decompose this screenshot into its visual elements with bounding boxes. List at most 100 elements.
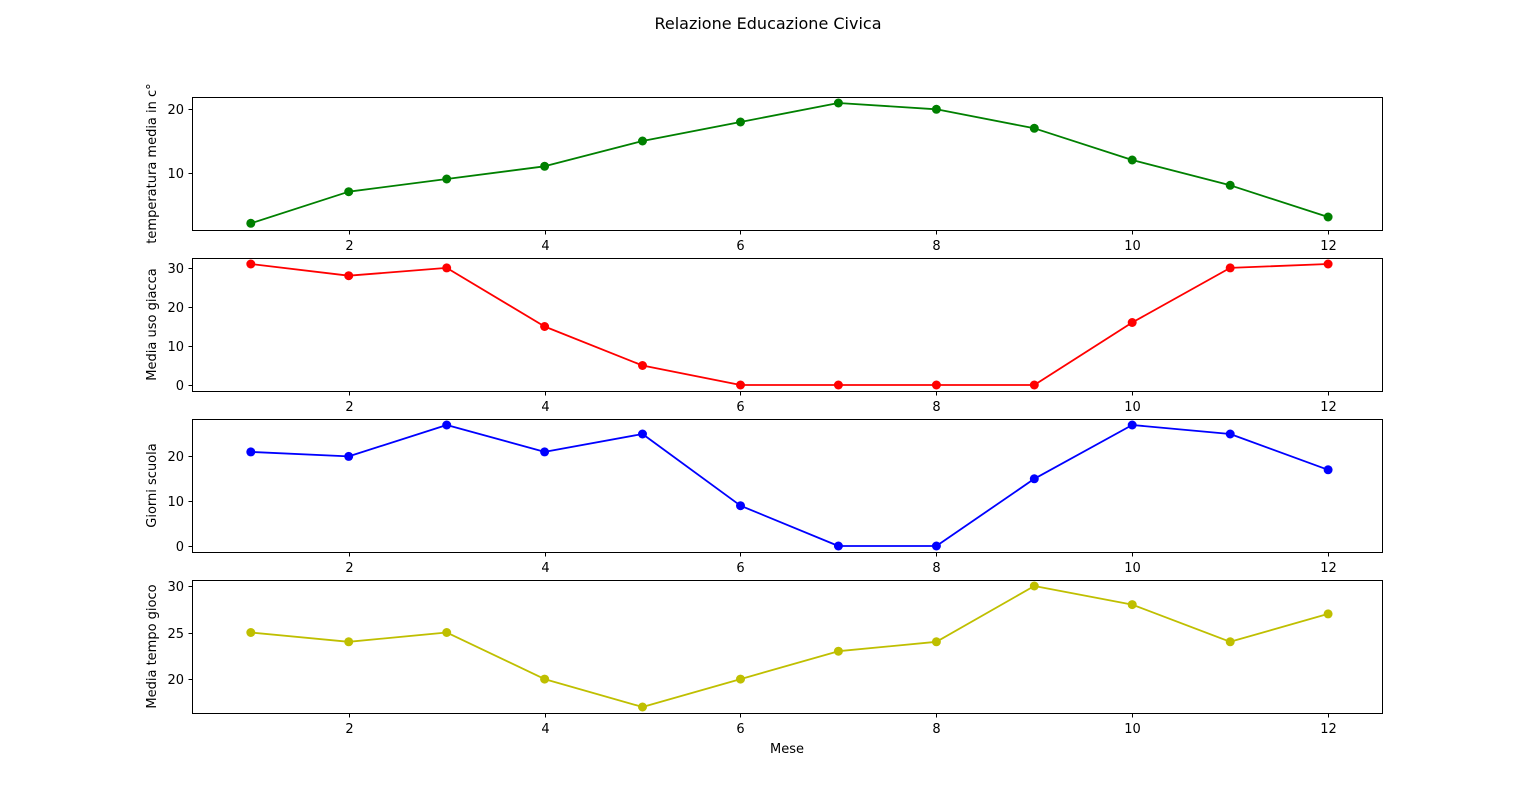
x-tick-label: 4 xyxy=(541,722,549,737)
data-point xyxy=(833,646,843,656)
y-tick-label: 10 xyxy=(167,167,184,182)
y-tick-label: 20 xyxy=(167,450,184,465)
x-tick-label: 6 xyxy=(736,722,744,737)
y-axis-label: Media uso giacca xyxy=(145,268,160,380)
x-tick-label: 10 xyxy=(1124,239,1141,254)
data-point xyxy=(931,637,941,647)
data-point xyxy=(638,136,647,146)
x-tick-label: 2 xyxy=(345,561,353,576)
data-point xyxy=(540,447,550,457)
data-point xyxy=(540,674,550,684)
data-point xyxy=(931,380,941,390)
data-point xyxy=(246,259,256,269)
x-tick-label: 4 xyxy=(541,561,549,576)
subplot-4: 2 4 6 8 10 12 20 25 30 Media tempo gioco xyxy=(145,580,1383,737)
data-point xyxy=(1323,259,1333,269)
data-point xyxy=(1029,474,1039,484)
y-tick-label: 30 xyxy=(167,580,184,595)
x-tick-label: 2 xyxy=(345,239,353,254)
data-point xyxy=(833,380,843,390)
data-point xyxy=(344,271,354,281)
x-tick-label: 6 xyxy=(736,561,744,576)
x-tick-label: 6 xyxy=(736,400,744,415)
data-point xyxy=(1323,465,1333,475)
data-point xyxy=(931,541,941,551)
data-point xyxy=(540,161,550,171)
x-tick-label: 12 xyxy=(1320,561,1337,576)
data-point xyxy=(1127,420,1137,430)
data-point xyxy=(1127,318,1137,327)
data-point xyxy=(442,263,452,273)
x-tick-label: 4 xyxy=(541,400,549,415)
data-point xyxy=(344,451,354,461)
x-tick-label: 8 xyxy=(932,561,940,576)
data-point xyxy=(344,637,354,647)
data-point xyxy=(736,501,745,511)
data-point xyxy=(442,174,452,184)
x-tick-label: 4 xyxy=(541,239,549,254)
data-point xyxy=(344,187,354,197)
data-point xyxy=(246,447,256,457)
data-point xyxy=(1029,581,1039,591)
y-axis-label: temperatura media in c° xyxy=(145,83,160,243)
x-tick-label: 2 xyxy=(345,722,353,737)
data-point xyxy=(736,380,745,390)
data-point xyxy=(1225,637,1235,647)
y-tick-label: 25 xyxy=(167,627,184,642)
x-tick-label: 8 xyxy=(932,722,940,737)
data-point xyxy=(1225,180,1235,190)
y-tick-label: 10 xyxy=(167,340,184,355)
series-line xyxy=(250,585,1329,708)
subplot-frame xyxy=(192,419,1383,553)
y-tick-label: 20 xyxy=(167,673,184,688)
data-point xyxy=(833,98,843,108)
data-point xyxy=(1225,429,1235,439)
data-point xyxy=(638,429,647,439)
x-axis-label: Mese xyxy=(770,742,804,757)
subplot-2: 2 4 6 8 10 12 0 10 20 30 Media uso giacca xyxy=(145,258,1383,415)
data-point xyxy=(442,628,452,637)
subplot-frame xyxy=(192,258,1383,392)
data-point xyxy=(638,702,647,712)
y-tick-label: 20 xyxy=(167,301,184,316)
data-point xyxy=(736,674,745,684)
data-point xyxy=(1127,600,1137,610)
y-tick-label: 30 xyxy=(167,262,184,277)
data-point xyxy=(638,361,647,370)
x-tick-label: 2 xyxy=(345,400,353,415)
data-point xyxy=(1225,263,1235,273)
subplot-1: 2 4 6 8 10 12 10 20 temperatura media in c° xyxy=(145,83,1383,254)
data-point xyxy=(1323,609,1333,619)
data-point xyxy=(1127,155,1137,165)
data-point xyxy=(246,218,256,228)
y-tick-label: 20 xyxy=(167,103,184,118)
series-line xyxy=(250,263,1329,386)
figure-title: Relazione Educazione Civica xyxy=(654,14,881,33)
x-tick-label: 8 xyxy=(932,239,940,254)
data-point xyxy=(540,322,550,331)
series-line xyxy=(250,102,1329,225)
y-axis-label: Giorni scuola xyxy=(145,443,160,527)
x-tick-label: 12 xyxy=(1320,239,1337,254)
y-tick-label: 0 xyxy=(176,379,184,394)
data-point xyxy=(833,541,843,551)
data-point xyxy=(442,420,452,430)
data-point xyxy=(246,628,256,637)
subplot-3: 2 4 6 8 10 12 0 10 20 Giorni scuola xyxy=(145,419,1383,576)
data-point xyxy=(1029,123,1039,133)
data-point xyxy=(931,104,941,114)
x-tick-label: 12 xyxy=(1320,722,1337,737)
x-tick-label: 12 xyxy=(1320,400,1337,415)
data-point xyxy=(736,117,745,127)
x-tick-label: 10 xyxy=(1124,400,1141,415)
x-tick-label: 10 xyxy=(1124,722,1141,737)
x-tick-label: 6 xyxy=(736,239,744,254)
y-axis-label: Media tempo gioco xyxy=(145,584,160,708)
x-tick-label: 8 xyxy=(932,400,940,415)
subplot-frame xyxy=(192,580,1383,714)
subplot-frame xyxy=(192,97,1383,231)
data-point xyxy=(1029,380,1039,390)
